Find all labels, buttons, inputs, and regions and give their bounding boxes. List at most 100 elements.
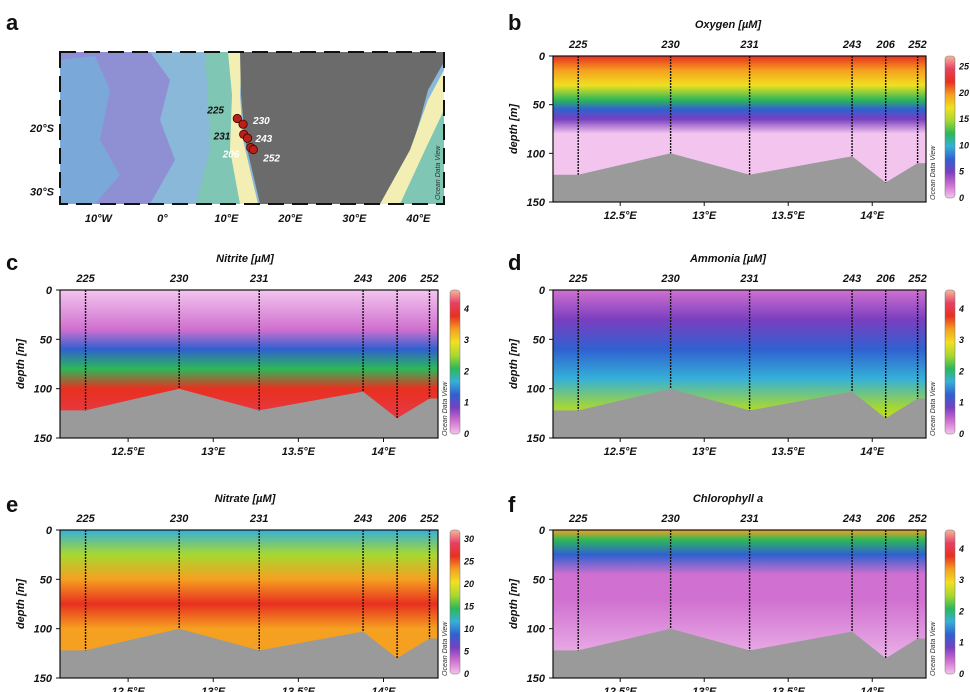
station-label-230: 230 [660,513,680,525]
station-label-243: 243 [353,513,372,525]
panel-title-f: Chlorophyll a [693,493,763,505]
map-ticks: 10°W 0° 10°E 20°E 30°E 40°E 20°S 30°S [29,123,431,225]
y-tick-label: 100 [34,384,53,396]
colorbar-tick-label: 20 [958,88,969,98]
map-lon-label: 10°W [85,213,114,225]
station-label-243: 243 [353,273,372,285]
colorbar-tick-label: 5 [959,167,965,177]
x-tick-label: 12.5°E [604,446,638,458]
colorbar-tick-label: 10 [959,140,969,150]
map-lon-label: 20°E [277,213,303,225]
x-tick-label: 13.5°E [772,446,806,458]
map-shelf [228,52,258,204]
colorbar-tick-label: 15 [464,602,475,612]
station-label-230: 230 [169,273,189,285]
panel-a-map: a 225 230 231 243 206 252 Ocean Data View 10°… [6,10,445,225]
seafloor-d [553,388,926,438]
station-label-231: 231 [249,513,268,525]
y-tick-label: 0 [539,525,546,537]
map-lon-label: 10°E [214,213,239,225]
panel-d-ammonia: d Ammonia [µM]225 230 231 243 206 252050100150… [508,250,964,458]
station-label-206: 206 [387,513,407,525]
plot-frame-e [59,529,439,679]
station-label-206: 206 [875,39,895,51]
station-label-206: 206 [875,513,895,525]
map-stations: 225 230 231 243 206 252 [206,106,280,165]
station-label-252: 252 [419,273,438,285]
plot-frame-f [552,529,927,679]
colorbar-b [944,55,956,199]
map-border [59,51,445,205]
map-lat-label: 30°S [30,186,55,198]
colorbar-tick-label: 2 [958,606,964,616]
panel-b-oxygen: b Oxygen [µM]225 230 231 243 206 252050100150d… [508,10,970,222]
panel-title-c: Nitrite [µM] [216,253,274,265]
map-land-africa [240,52,444,204]
station-label-243: 243 [842,513,861,525]
y-axis-label-b: depth [m] [508,104,520,154]
y-tick-label: 100 [527,148,546,160]
watermark-b: Ocean Data View [930,145,937,200]
panel-label-f: f [508,492,516,517]
y-tick-label: 150 [527,673,546,685]
panel-label-e: e [6,492,18,517]
colorbar-e [449,529,461,675]
y-tick-label: 0 [46,525,53,537]
map-station-label-252: 252 [262,154,280,165]
station-label-231: 231 [249,273,268,285]
station-label-230: 230 [660,39,680,51]
station-label-206: 206 [875,273,895,285]
colorbar-tick-label: 10 [464,624,474,634]
map-station-label-225: 225 [206,106,224,117]
colorbar-tick-label: 4 [958,544,964,554]
x-tick-label: 13°E [692,686,717,692]
seafloor-f [553,628,926,678]
y-tick-label: 150 [34,673,53,685]
station-label-243: 243 [842,39,861,51]
x-tick-label: 14°E [372,686,397,692]
seafloor-b [553,153,926,202]
watermark-c: Ocean Data View [442,381,449,436]
panel-label-c: c [6,250,18,275]
map-station-marker-243 [242,133,253,143]
station-label-225: 225 [568,273,588,285]
colorbar-tick-label: 20 [463,579,474,589]
station-label-252: 252 [907,273,926,285]
plot-frame-d [552,289,927,439]
y-tick-label: 50 [40,334,53,346]
station-label-225: 225 [568,39,588,51]
colorbar-tick-label: 3 [959,575,964,585]
seafloor-c [60,388,438,438]
colorbar-tick-label: 3 [464,335,469,345]
x-tick-label: 14°E [860,446,885,458]
station-label-252: 252 [907,513,926,525]
x-tick-label: 14°E [372,446,397,458]
x-tick-label: 13°E [201,446,226,458]
y-tick-label: 50 [533,100,546,112]
colorbar-tick-label: 5 [464,647,470,657]
colorbar-tick-label: 1 [959,398,964,408]
y-tick-label: 50 [533,334,546,346]
x-tick-label: 12.5°E [604,686,638,692]
colorbar-tick-label: 1 [959,638,964,648]
panel-label-a: a [6,10,19,35]
colorbar-tick-label: 0 [959,669,964,679]
x-tick-label: 13°E [201,686,226,692]
station-label-231: 231 [739,273,758,285]
y-tick-label: 150 [34,433,53,445]
colorbar-tick-label: 4 [958,304,964,314]
watermark-d: Ocean Data View [930,381,937,436]
station-label-230: 230 [169,513,189,525]
station-label-231: 231 [739,39,758,51]
map-lon-label: 0° [157,213,168,225]
map-abyssal-west [60,56,120,204]
colorbar-tick-label: 0 [959,429,964,439]
colorbar-f [944,529,956,675]
y-axis-label-c: depth [m] [15,339,27,389]
map-station-label-230: 230 [252,116,270,127]
colorbar-tick-label: 0 [959,193,964,203]
watermark-e: Ocean Data View [442,621,449,676]
panel-title-d: Ammonia [µM] [689,253,766,265]
colorbar-tick-label: 1 [464,398,469,408]
colorbar-tick-label: 0 [464,429,469,439]
